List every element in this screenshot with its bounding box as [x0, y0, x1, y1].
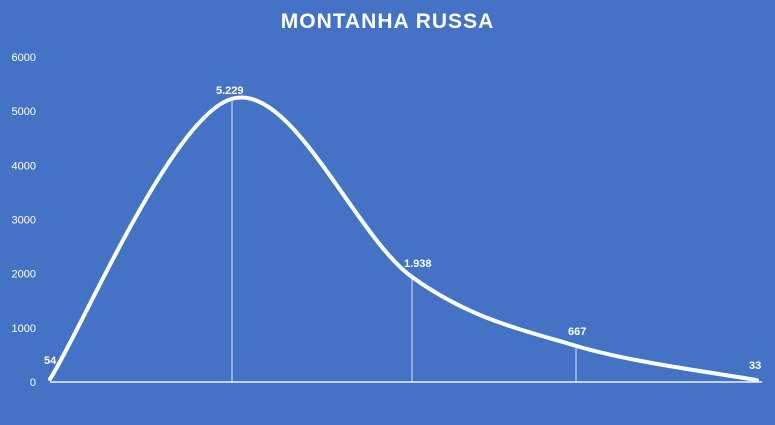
- data-label: 5.229: [216, 85, 244, 97]
- y-tick-label: 3000: [12, 215, 36, 227]
- data-label: 54: [44, 355, 57, 367]
- y-tick-label: 1000: [12, 323, 36, 335]
- y-tick-label: 4000: [12, 160, 36, 172]
- data-label: 1.938: [404, 258, 432, 270]
- data-label: 33: [749, 360, 761, 372]
- series-line: [48, 95, 759, 383]
- y-tick-label: 2000: [12, 269, 36, 281]
- y-tick-label: 5000: [12, 106, 36, 118]
- chart-title: MONTANHA RUSSA: [280, 10, 495, 33]
- y-tick-label: 6000: [12, 52, 36, 64]
- data-label: 667: [568, 326, 586, 338]
- y-tick-label: 0: [30, 377, 36, 389]
